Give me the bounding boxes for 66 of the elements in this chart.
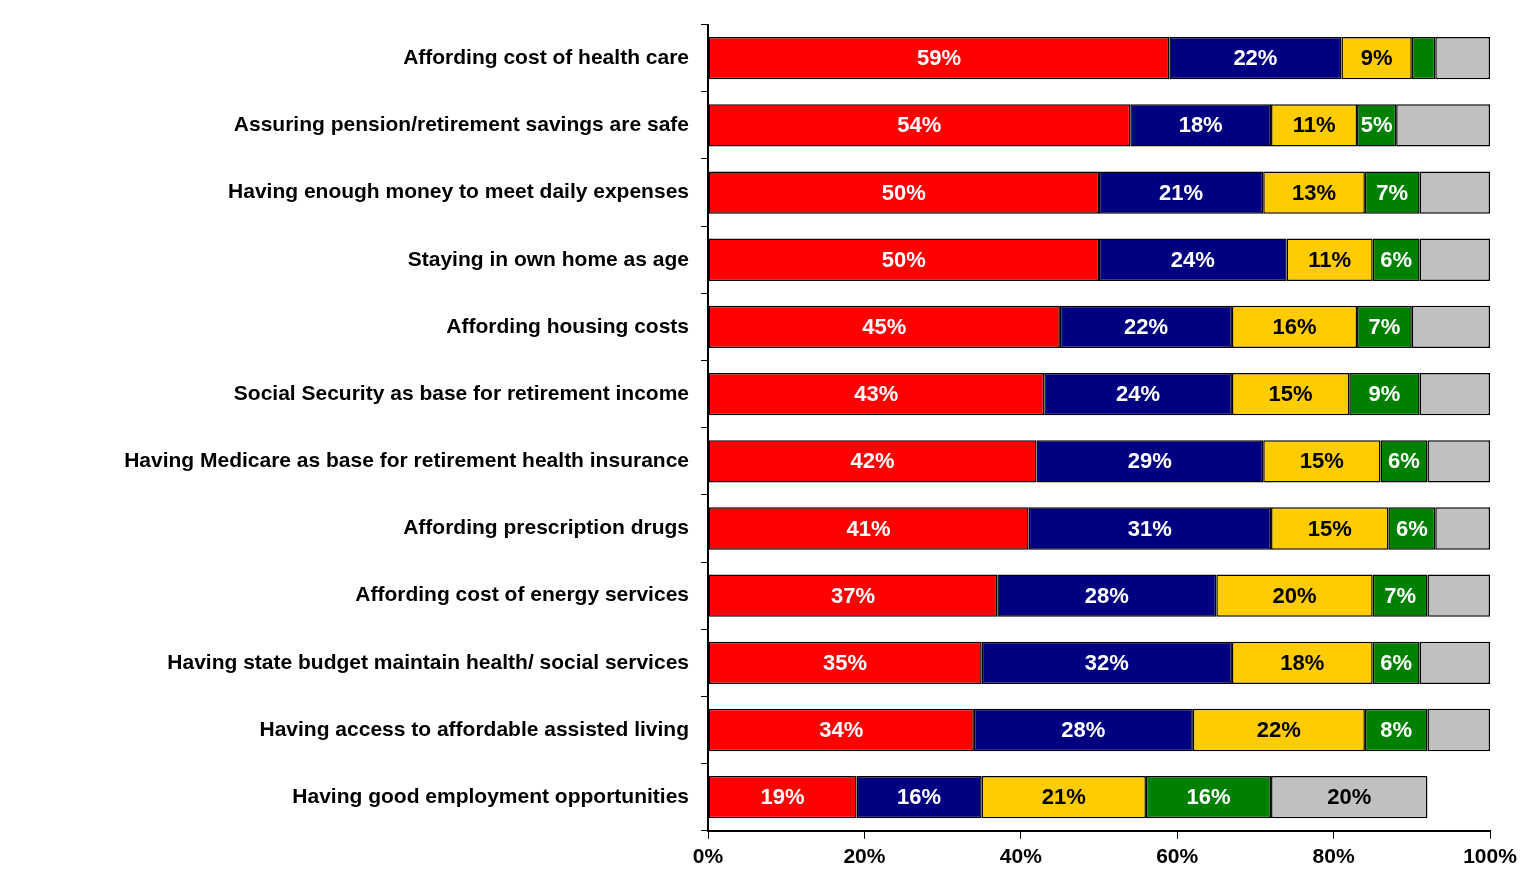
y-tick-label: Having state budget maintain health/ social services <box>167 649 689 673</box>
data-label: 7% <box>1376 179 1409 205</box>
y-tick-label: Staying in own home as age <box>407 246 689 270</box>
data-label: 16% <box>1186 784 1231 810</box>
data-label: 8% <box>1380 717 1413 743</box>
data-label: 15% <box>1268 381 1313 407</box>
y-tick-label: Assuring pension/retirement savings are safe <box>233 112 689 136</box>
data-label: 19% <box>760 784 805 810</box>
data-label: 13% <box>1292 179 1337 205</box>
data-label: 21% <box>1159 179 1204 205</box>
data-label: 6% <box>1388 448 1420 474</box>
data-label: 11% <box>1292 112 1336 138</box>
data-label: 16% <box>897 784 942 810</box>
x-tick-label: 80% <box>1312 844 1355 868</box>
x-tick-label: 60% <box>1156 844 1199 868</box>
x-tick-label: 20% <box>843 844 886 868</box>
data-label: 22% <box>1256 717 1301 743</box>
data-label: 6% <box>1380 649 1413 675</box>
data-label: 15% <box>1307 515 1352 541</box>
y-tick-label: Affording housing costs <box>446 313 689 337</box>
data-label: 6% <box>1395 515 1428 541</box>
data-label: 41% <box>846 515 891 541</box>
data-label: 28% <box>1084 582 1129 608</box>
data-label: 5% <box>1360 112 1393 138</box>
data-label: 54% <box>897 112 942 138</box>
data-label: 11% <box>1308 246 1352 272</box>
y-tick-label: Affording cost of energy services <box>355 582 689 606</box>
data-label: 31% <box>1127 515 1172 541</box>
data-label: 24% <box>1170 246 1215 272</box>
data-label: 50% <box>881 246 926 272</box>
data-label: 7% <box>1384 582 1416 608</box>
data-label: 15% <box>1299 448 1344 474</box>
y-tick-label: Social Security as base for retirement income <box>233 380 689 404</box>
data-label: 24% <box>1116 381 1161 407</box>
data-label: 20% <box>1272 582 1317 608</box>
data-label: 50% <box>881 179 926 205</box>
y-tick-label: Having enough money to meet daily expenses <box>228 179 689 203</box>
y-tick-label: Affording prescription drugs <box>403 515 689 539</box>
data-label: 18% <box>1280 649 1325 675</box>
data-label: 34% <box>819 717 864 743</box>
data-label: 43% <box>854 381 899 407</box>
data-label: 35% <box>823 649 868 675</box>
y-tick-label: Having Medicare as base for retirement health insurance <box>124 448 689 472</box>
data-label: 7% <box>1368 313 1401 339</box>
data-label: 16% <box>1272 313 1317 339</box>
x-tick-label: 0% <box>692 844 724 868</box>
data-label: 21% <box>1041 784 1086 810</box>
data-label: 42% <box>850 448 895 474</box>
y-tick-label: Having access to affordable assisted living <box>259 716 689 740</box>
data-label: 32% <box>1084 649 1129 675</box>
data-label: 18% <box>1178 112 1223 138</box>
data-label: 6% <box>1380 246 1413 272</box>
x-tick-label: 40% <box>999 844 1043 868</box>
data-label: 59% <box>916 45 961 71</box>
data-label: 28% <box>1061 717 1106 743</box>
x-tick-label: 100% <box>1463 844 1518 868</box>
data-label: 45% <box>862 313 907 339</box>
data-label: 29% <box>1127 448 1172 474</box>
data-label: 9% <box>1360 45 1393 71</box>
data-label: 20% <box>1327 784 1372 810</box>
y-tick-label: Affording cost of health care <box>403 44 689 68</box>
data-label: 22% <box>1233 45 1278 71</box>
data-label: 37% <box>830 582 875 608</box>
data-label: 22% <box>1123 313 1168 339</box>
y-tick-label: Having good employment opportunities <box>292 784 689 808</box>
data-label: 9% <box>1368 381 1401 407</box>
